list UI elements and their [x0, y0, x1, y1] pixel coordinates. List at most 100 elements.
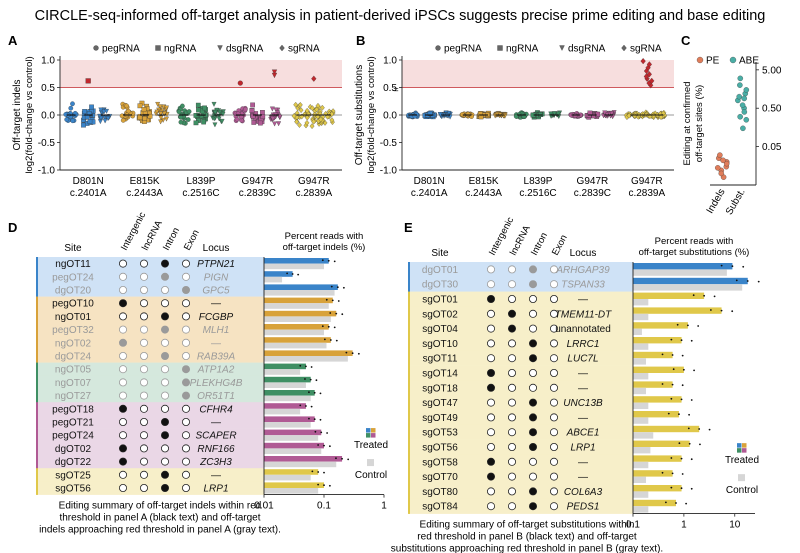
site-label: sgOT58	[422, 457, 458, 468]
bar-control	[633, 447, 651, 454]
annotation-dot	[529, 309, 538, 318]
replicate-dot	[328, 445, 331, 448]
locus-label: RAB39A	[197, 352, 236, 363]
row-band	[408, 380, 633, 396]
replicate-dot	[291, 273, 294, 275]
bar-treated	[264, 310, 337, 317]
annotation-dot	[181, 259, 190, 268]
bar-treated	[264, 337, 331, 343]
annotation-dot	[119, 325, 128, 334]
data-point	[548, 111, 554, 117]
data-point	[196, 107, 201, 113]
x-group-sublabel: c.2839A	[628, 188, 665, 199]
row-accent	[408, 469, 410, 485]
replicate-dot	[692, 294, 695, 297]
site-label: sgOT11	[423, 354, 458, 365]
bar-control	[264, 290, 335, 296]
locus-label: LRP1	[203, 484, 228, 495]
replicate-dot	[757, 280, 760, 283]
figure-title: CIRCLE-seq-informed off-target analysis …	[35, 8, 766, 24]
annotation-dot	[119, 483, 128, 492]
annotation-dot	[507, 442, 516, 451]
replicate-dot	[341, 313, 344, 316]
data-point	[311, 118, 317, 125]
replicate-dot	[336, 286, 339, 289]
data-point	[137, 103, 143, 109]
locus-label: ABCE1	[566, 428, 600, 439]
data-point	[743, 87, 750, 93]
annotation-dot	[160, 325, 169, 334]
row-accent	[36, 362, 38, 377]
row-accent	[36, 283, 38, 297]
annotation-dot	[507, 457, 516, 466]
replicate-dot	[326, 432, 329, 434]
annotation-dot	[486, 487, 495, 496]
replicate-dot	[323, 484, 325, 487]
annotation-dot	[486, 309, 495, 318]
data-point	[737, 82, 743, 88]
locus-label: COL6A3	[564, 487, 603, 498]
annotation-dot	[139, 338, 148, 347]
annotation-dot	[181, 272, 190, 281]
locus-label: TSPAN33	[561, 280, 605, 291]
header-intron: Intron	[529, 231, 550, 258]
data-point	[98, 115, 104, 121]
bar-control	[264, 342, 327, 349]
replicate-dot	[731, 265, 734, 268]
header-intron: Intron	[161, 226, 182, 253]
outlier-point	[646, 61, 652, 68]
site-label: sgOT56	[55, 484, 91, 495]
site-label: ngOT11	[55, 259, 91, 270]
locus-label: —	[578, 383, 588, 394]
data-point	[89, 104, 94, 110]
x-group-sublabel: c.2401A	[70, 188, 107, 199]
annotation-dot	[529, 472, 538, 481]
replicate-dot	[335, 457, 337, 460]
axis-break: =	[393, 84, 398, 94]
locus-label: PIGN	[204, 272, 229, 283]
annotation-dot	[139, 457, 148, 466]
locus-label: —	[211, 470, 221, 481]
annotation-dot	[119, 259, 128, 268]
data-point	[178, 114, 184, 120]
bar-treated	[633, 307, 722, 314]
data-point	[178, 119, 184, 125]
x-group-label: L839P	[524, 176, 553, 187]
annotation-dot	[550, 413, 559, 422]
data-point	[736, 93, 742, 100]
annotation-dot	[181, 470, 190, 479]
panel-label-a: A	[8, 33, 18, 48]
annotation-dot	[507, 339, 516, 348]
row-band	[36, 402, 264, 416]
x-group-label: E815K	[469, 176, 499, 187]
data-point	[82, 109, 87, 114]
replicate-dot	[299, 364, 302, 367]
bar-control	[264, 382, 306, 388]
legend-marker	[696, 56, 704, 64]
threshold-band	[60, 60, 342, 88]
annotation-dot	[529, 339, 538, 348]
row-accent	[408, 395, 410, 411]
site-label: sgOT14	[422, 369, 458, 380]
x-tick-label: 10	[729, 520, 741, 531]
caption-line: threshold in panel A (black text) and of…	[59, 513, 260, 524]
row-band	[36, 336, 264, 350]
data-point	[739, 102, 746, 108]
annotation-dot	[139, 272, 148, 281]
row-accent	[36, 441, 38, 456]
bar-treated	[264, 350, 353, 356]
bar-treated	[264, 482, 324, 488]
legend-swatch	[742, 448, 747, 453]
bar-control	[264, 276, 283, 283]
replicate-dot	[688, 413, 690, 416]
annotation-dot	[529, 280, 538, 289]
outlier-point	[271, 69, 278, 75]
annotation-dot	[550, 442, 559, 451]
row-band	[36, 283, 264, 297]
x-tick-label: 0.01	[254, 501, 274, 512]
annotation-dot	[181, 391, 190, 400]
annotation-dot	[507, 502, 516, 511]
bar-control	[633, 373, 649, 380]
annotation-dot	[160, 312, 169, 321]
x-group-label: L839P	[187, 176, 216, 187]
